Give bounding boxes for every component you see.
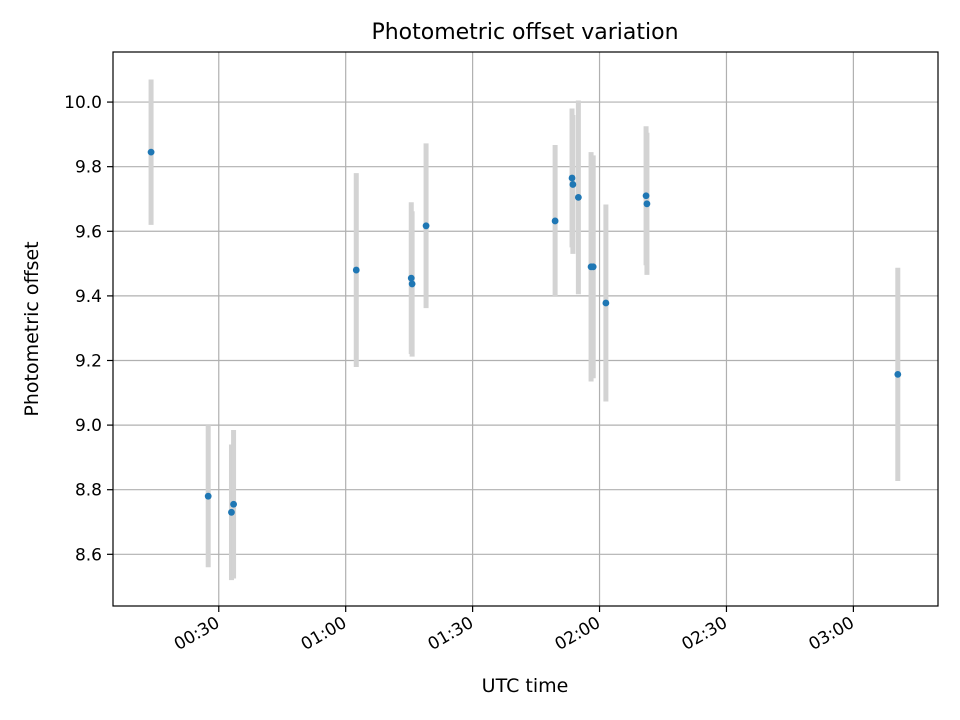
- y-tick-label: 8.6: [75, 545, 102, 565]
- y-tick-label: 10.0: [64, 93, 102, 113]
- data-point: [569, 181, 577, 188]
- data-point: [422, 222, 430, 230]
- y-tick-label: 9.6: [75, 222, 102, 242]
- plot-area: [113, 52, 938, 606]
- grid-lines: [113, 52, 938, 606]
- data-point: [408, 280, 416, 288]
- data-point: [230, 500, 237, 508]
- data-point: [204, 492, 212, 500]
- data-point: [407, 274, 415, 282]
- data-point: [602, 299, 610, 307]
- chart-title: Photometric offset variation: [371, 20, 678, 45]
- y-tick-label: 9.8: [75, 158, 102, 178]
- plot-frame: [112, 51, 939, 607]
- data-point: [643, 200, 651, 208]
- y-tick-label: 9.0: [75, 416, 102, 436]
- y-axis-label: Photometric offset: [21, 241, 43, 416]
- y-tick-label: 9.4: [75, 287, 102, 307]
- data-point: [589, 263, 597, 271]
- data-point: [568, 174, 576, 182]
- data-point: [352, 266, 360, 274]
- data-point: [894, 370, 902, 378]
- data-points: [147, 148, 902, 516]
- data-point: [228, 508, 235, 516]
- data-point: [642, 192, 650, 200]
- y-tick-label: 8.8: [75, 481, 102, 501]
- y-tick-label: 9.2: [75, 351, 102, 371]
- data-point: [574, 193, 582, 201]
- data-point: [551, 217, 559, 225]
- y-axis-ticks: 8.6 8.8 9.0 9.2 9.4 9.6 9.8 10.0: [64, 93, 113, 565]
- data-point: [147, 148, 155, 156]
- x-axis-label: UTC time: [482, 675, 569, 697]
